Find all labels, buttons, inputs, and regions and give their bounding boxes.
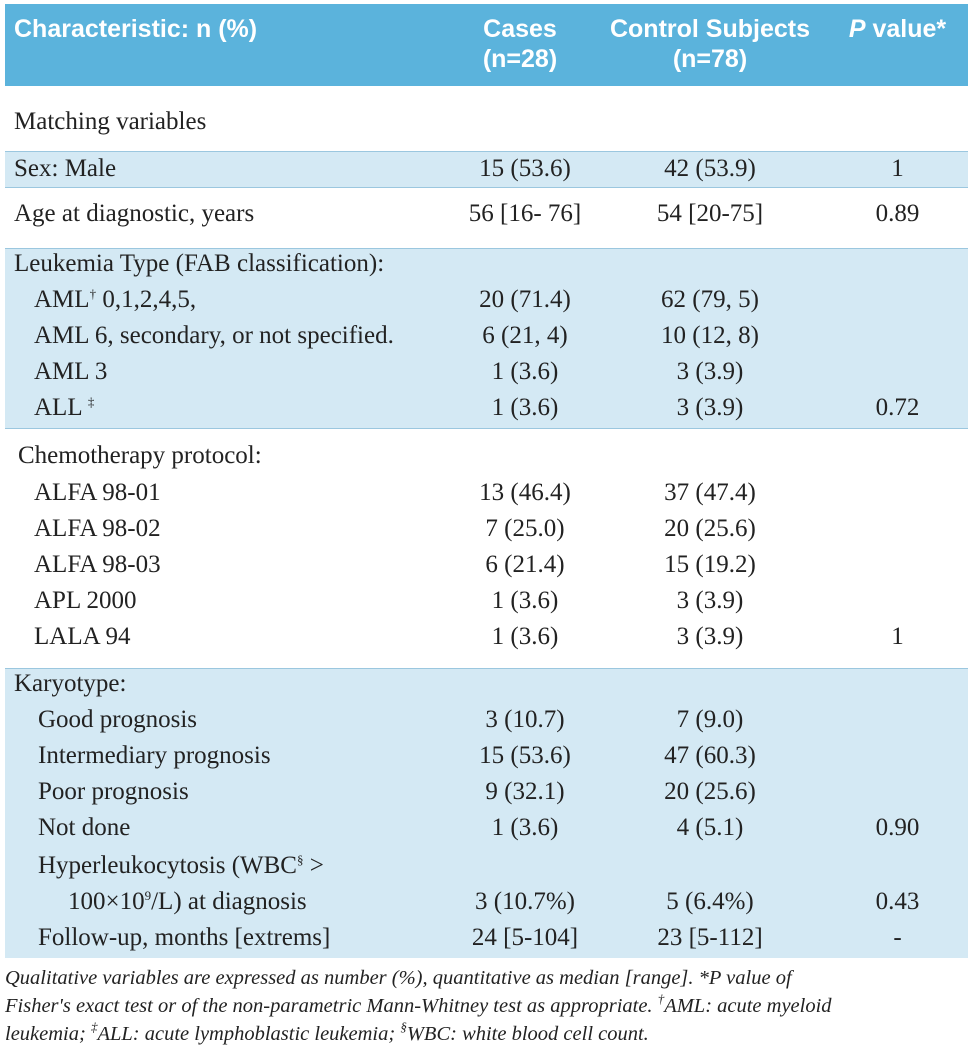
separator [5, 187, 968, 188]
table-row: APL 2000 1 (3.6) 3 (3.9) [34, 587, 744, 614]
table-header: Characteristic: n (%) Cases (n=28) Contr… [5, 4, 968, 86]
separator [5, 151, 968, 152]
band-sex [5, 151, 968, 187]
separator [5, 248, 968, 249]
table-row: Intermediary prognosis 15 (53.6) 47 (60.3) [38, 742, 756, 769]
table-row: Leukemia Type (FAB classification): [14, 250, 385, 277]
table-row: Chemotherapy protocol: [18, 442, 262, 469]
header-cases: Cases (n=28) [482, 15, 558, 73]
table-row: Good prognosis 3 (10.7) 7 (9.0) [38, 706, 744, 733]
table-row: Follow-up, months [extrems] 24 [5-104] 23 … [38, 924, 902, 951]
table-row: ALFA 98-01 13 (46.4) 37 (47.4) [34, 479, 756, 506]
table-row: AML 6, secondary, or not specified. 6 (21… [34, 322, 759, 349]
table-row: Age at diagnostic, years 56 [16- 76] 54 [2… [14, 200, 920, 227]
table-footnote: Qualitative variables are expressed as n… [5, 967, 832, 1045]
table-row: Not done 1 (3.6) 4 (5.1) 0.90 [38, 814, 920, 841]
table-row: Poor prognosis 9 (32.1) 20 (25.6) [38, 778, 756, 805]
header-pvalue: P value* [848, 15, 947, 43]
table-row: Matching variables [14, 108, 207, 135]
band-leukemia [5, 248, 968, 428]
table-row: AML† 0,1,2,4,5, 20 (71.4) 62 (79, 5) [34, 286, 759, 313]
table-row: ALL ‡ 1 (3.6) 3 (3.9) 0.72 [34, 394, 920, 421]
table-row: ALFA 98-03 6 (21.4) 15 (19.2) [34, 551, 756, 578]
table-row: Hyperleukocytosis (WBC§ > [38, 852, 324, 879]
table-row: Karyotype: [14, 670, 127, 697]
header-controls: Control Subjects (n=78) [609, 15, 810, 73]
band-karyotype [5, 668, 968, 958]
table-row: ALFA 98-02 7 (25.0) 20 (25.6) [34, 515, 756, 542]
table-row: Sex: Male 15 (53.6) 42 (53.9) 1 [14, 155, 904, 182]
header-characteristic: Characteristic: n (%) [14, 15, 258, 43]
table-row: LALA 94 1 (3.6) 3 (3.9) 1 [34, 623, 904, 650]
table-row: 100×109/L) at diagnosis 3 (10.7%) 5 (6.4%)… [68, 888, 920, 915]
separator [5, 668, 968, 669]
separator [5, 428, 968, 429]
